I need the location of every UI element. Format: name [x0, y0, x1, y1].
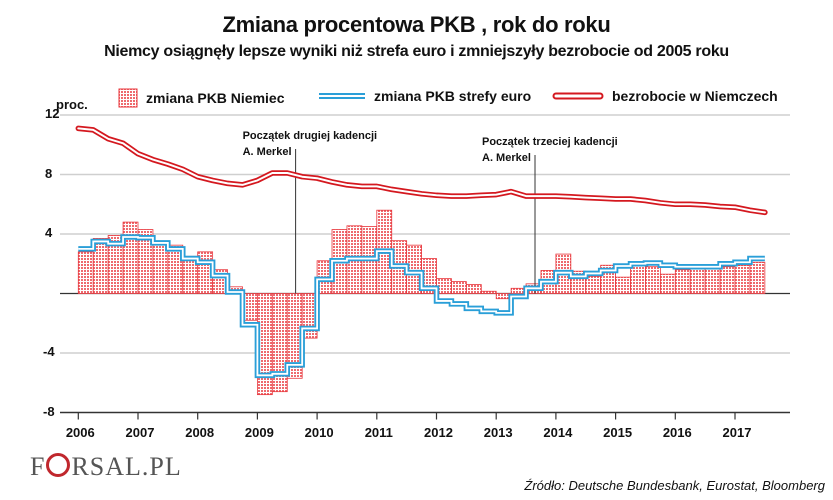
- red-double-line-swatch-icon: [552, 92, 604, 100]
- annotation-line1: Początek trzeciej kadencji: [482, 136, 618, 148]
- legend-item-unemployment: bezrobocie w Niemczech: [552, 88, 778, 104]
- germany-gdp-bar: [122, 221, 139, 294]
- legend-item-euro: zmiana PKB strefy euro: [318, 88, 531, 104]
- germany-gdp-bar: [704, 266, 721, 294]
- y-tick-label: 12: [45, 106, 60, 121]
- legend-label-germany: zmiana PKB Niemiec: [146, 90, 285, 106]
- x-tick-label: 2013: [483, 425, 513, 440]
- x-tick-label: 2011: [364, 425, 393, 440]
- x-tick-label: 2008: [185, 425, 215, 440]
- y-tick-label: 8: [45, 165, 53, 181]
- forsal-logo: F RSAL.PL: [30, 452, 182, 482]
- germany-gdp-bar: [465, 284, 482, 294]
- annotation-line2: A. Merkel: [482, 152, 531, 164]
- x-tick-label: 2012: [424, 425, 453, 440]
- unemployment-line: [75, 125, 768, 216]
- source-note: Źródło: Deutsche Bundesbank, Eurostat, B…: [524, 478, 825, 493]
- euro-gdp-line-inner: [78, 236, 765, 377]
- hatched-bar-swatch-icon: [118, 88, 138, 108]
- germany-gdp-bar: [719, 266, 736, 294]
- x-tick-label: 2010: [304, 425, 334, 440]
- legend-label-unemployment: bezrobocie w Niemczech: [612, 88, 778, 104]
- logo-chart-icon: [46, 453, 71, 477]
- logo-text-right: RSAL.PL: [71, 452, 182, 481]
- x-tick-label: 2007: [125, 425, 155, 440]
- y-tick-label: 4: [45, 225, 53, 240]
- x-tick-label: 2015: [603, 425, 633, 440]
- annotation-line2: A. Merkel: [242, 146, 292, 158]
- germany-gdp-bar: [451, 281, 467, 294]
- germany-gdp-bar: [645, 266, 661, 294]
- germany-gdp-bar: [674, 269, 691, 294]
- blue-double-line-swatch-icon: [319, 93, 365, 99]
- chart-title: Zmiana procentowa PKB , rok do roku: [222, 12, 611, 37]
- legend-item-germany: zmiana PKB Niemiec: [118, 88, 285, 108]
- x-tick-label: 2009: [244, 425, 274, 440]
- chart-subtitle: Niemcy osiągnęły lepsze wyniki niż stref…: [104, 43, 729, 60]
- germany-gdp-bar: [615, 276, 631, 294]
- germany-gdp-bar: [630, 265, 646, 294]
- y-tick-label: -4: [43, 344, 55, 359]
- germany-gdp-bar: [480, 290, 497, 294]
- x-tick-label: 2017: [722, 425, 752, 440]
- y-tick-label: -8: [43, 403, 55, 419]
- legend-label-euro: zmiana PKB strefy euro: [374, 88, 532, 104]
- merkel-term-annotation: Początek trzeciej kadencji A. Merkel: [482, 134, 618, 166]
- x-tick-label: 2014: [543, 425, 573, 440]
- merkel-term-annotation: Początek drugiej kadencji A. Merkel: [243, 128, 378, 160]
- germany-gdp-bar: [77, 251, 94, 294]
- germany-gdp-bar: [659, 273, 676, 294]
- germany-gdp-bar: [734, 264, 751, 294]
- germany-gdp-bar: [749, 261, 766, 294]
- x-tick-label: 2016: [662, 425, 692, 440]
- germany-gdp-bar: [689, 265, 706, 294]
- annotation-line1: Początek drugiej kadencji: [242, 130, 378, 142]
- logo-text-left: F: [30, 452, 46, 481]
- unemployment-line-inner: [77, 127, 766, 214]
- x-tick-label: 2006: [65, 425, 95, 440]
- y-axis-unit: proc.: [56, 97, 88, 112]
